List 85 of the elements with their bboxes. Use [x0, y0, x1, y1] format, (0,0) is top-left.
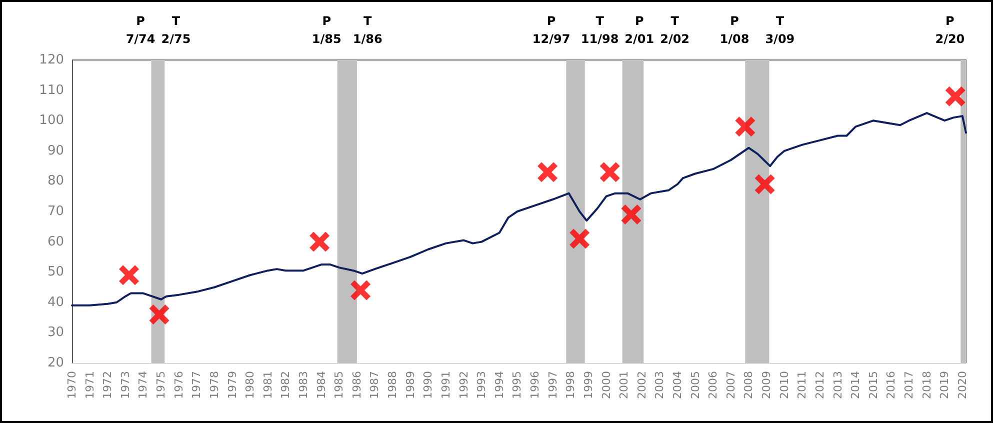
y-tick-label: 40 [47, 294, 64, 310]
x-tick-label: 1975 [154, 371, 168, 399]
point [945, 86, 966, 106]
y-tick-label: 70 [47, 204, 64, 219]
y-tick-label: 20 [47, 356, 64, 370]
x-tick-label: 2004 [671, 371, 684, 399]
point [600, 162, 620, 182]
y-tick-label: 120 [39, 52, 64, 68]
text: P 2/20 [935, 14, 965, 46]
x-tick-label: 1993 [475, 371, 488, 399]
x-tick-label: 1996 [528, 371, 542, 399]
text: T 3/09 [765, 14, 795, 46]
y-tick-label: 80 [47, 174, 64, 189]
x-tick-label: 2007 [724, 371, 738, 399]
x-tick-label: 1978 [208, 371, 221, 399]
x-tick-label: 2016 [884, 371, 898, 399]
x-tick-label: 1999 [582, 371, 595, 399]
text: P 1/08 [720, 14, 750, 46]
point [149, 304, 170, 325]
x-tick-label: 1987 [368, 371, 382, 399]
x-tick-label: 2008 [742, 371, 756, 399]
x-tick-label: 1983 [297, 371, 310, 399]
x-tick-label: 2001 [618, 371, 631, 399]
x-tick-label: 1986 [350, 371, 364, 399]
x-tick-label: 1977 [190, 371, 204, 399]
x-tick-label: 2018 [920, 371, 934, 399]
x-tick-label: 2002 [635, 371, 648, 399]
x-tick-label: 2006 [706, 371, 720, 399]
point [754, 174, 775, 194]
x-tick-label: 2000 [600, 371, 613, 399]
text: P 2/01 [624, 14, 654, 46]
x-tick-label: 1982 [279, 371, 292, 399]
x-tick-label: 2011 [796, 371, 809, 399]
x-tick-label: 1989 [404, 371, 417, 399]
y-tick-label: 100 [39, 113, 64, 128]
y-tick-label: 30 [47, 325, 64, 340]
x-tick-label: 1981 [261, 371, 274, 399]
point [570, 228, 590, 249]
x-tick-label: 1984 [314, 371, 328, 399]
x-tick-label: 2015 [866, 371, 880, 399]
x-tick-label: 1997 [546, 371, 560, 399]
x-tick-label: 1991 [439, 371, 452, 399]
x-tick-label: 1972 [101, 371, 114, 399]
x-tick-label: 2014 [849, 371, 862, 399]
x-tick-label: 1973 [118, 371, 132, 399]
x-tick-label: 2017 [902, 371, 916, 399]
x-tick-label: 2003 [653, 371, 666, 399]
x-tick-label: 1980 [244, 371, 257, 399]
text: P 12/97 [532, 14, 570, 46]
x-tick-label: 1970 [66, 371, 78, 399]
x-tick-label: 1988 [386, 371, 400, 399]
x-tick-label: 1995 [510, 371, 524, 399]
point [350, 280, 370, 300]
x-tick-label: 1979 [226, 371, 239, 399]
x-tick-label: 1994 [492, 371, 506, 399]
x-tick-label: 2005 [688, 371, 702, 399]
text: P 1/85 [312, 14, 342, 46]
x-tick-label: 1985 [332, 371, 346, 399]
point [537, 162, 558, 182]
x-tick-label: 1992 [457, 371, 470, 399]
x-tick-label: 1976 [172, 371, 186, 399]
text: P 7/74 [126, 14, 156, 46]
line-series [71, 112, 967, 306]
x-tick-label: 2013 [831, 371, 844, 399]
x-tick-label: 1998 [564, 371, 578, 399]
point [310, 232, 330, 252]
x-tick-label: 1971 [83, 371, 96, 399]
x-tick-label: 1990 [422, 371, 435, 399]
y-tick-label: 60 [47, 234, 64, 250]
text: T 2/75 [161, 14, 191, 46]
x-tick-label: 2020 [956, 371, 969, 399]
y-tick-label: 50 [47, 264, 64, 280]
text: T 2/02 [660, 14, 690, 46]
x-tick-label: 2012 [813, 371, 826, 399]
x-tick-label: 1974 [136, 371, 150, 399]
x-tick-label: 2019 [938, 371, 952, 399]
point [621, 204, 642, 225]
text: T 11/98 [580, 14, 619, 46]
y-tick-label: 90 [47, 143, 64, 158]
y-tick-label: 110 [39, 82, 64, 98]
x-tick-label: 2010 [778, 371, 791, 399]
point [735, 116, 756, 137]
x-tick-label: 2009 [760, 371, 774, 399]
point [118, 265, 139, 286]
text: T 1/86 [352, 14, 382, 46]
